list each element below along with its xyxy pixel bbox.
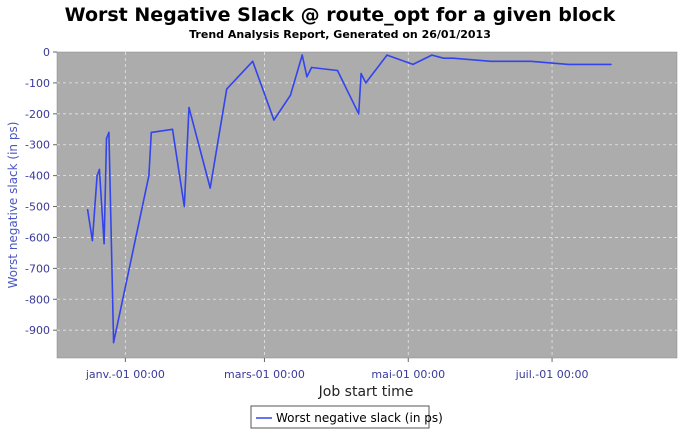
data-point: [452, 57, 454, 59]
x-tick-label: janv.-01 00:00: [85, 368, 165, 381]
data-point: [530, 60, 532, 63]
y-tick-label: -500: [25, 201, 50, 214]
data-point: [96, 174, 98, 177]
data-point: [442, 57, 445, 59]
data-point: [98, 168, 101, 171]
data-point: [431, 54, 433, 56]
data-point: [251, 60, 254, 63]
data-point: [108, 131, 110, 134]
chart-subtitle: Trend Analysis Report, Generated on 26/0…: [189, 28, 491, 41]
y-tick-label: -700: [25, 262, 50, 275]
data-point: [360, 72, 362, 75]
data-point: [150, 131, 153, 134]
data-point: [103, 242, 105, 245]
data-point: [91, 239, 94, 242]
data-point: [610, 63, 612, 66]
series-line: [86, 54, 611, 344]
y-axis-label: Worst negative slack (in ps): [6, 122, 20, 289]
y-tick-label: -900: [25, 324, 50, 337]
plot-area: [56, 51, 678, 359]
y-tick-label: -600: [25, 231, 50, 244]
data-point: [567, 63, 570, 66]
data-point: [289, 94, 292, 97]
data-point: [273, 119, 275, 121]
y-tick-label: -300: [25, 139, 50, 152]
y-tick-label: -800: [25, 293, 50, 306]
data-point: [225, 88, 228, 90]
data-point: [310, 66, 313, 69]
data-point: [336, 69, 339, 72]
data-point: [148, 174, 150, 177]
data-point: [489, 60, 492, 63]
data-point: [112, 341, 115, 344]
legend: Worst negative slack (in ps): [250, 405, 443, 429]
data-point: [171, 128, 174, 131]
data-point: [209, 187, 212, 189]
data-point: [306, 75, 308, 78]
y-axis: 0 -100 -200 -300 -400 -500 -600 -700 -800 -900: [25, 46, 57, 337]
data-point: [188, 106, 190, 109]
data-point: [301, 54, 303, 56]
data-point: [357, 113, 360, 115]
x-tick-label: mars-01 00:00: [224, 368, 305, 381]
x-axis-label: Job start time: [318, 384, 414, 400]
data-point: [183, 205, 186, 208]
x-tick-label: mai-01 00:00: [371, 368, 445, 381]
series-layer: [86, 54, 612, 344]
data-point: [386, 54, 388, 56]
x-axis: janv.-01 00:00 mars-01 00:00 mai-01 00:00 j…: [85, 358, 589, 381]
legend-item-label: Worst negative slack (in ps): [276, 411, 443, 425]
grid-layer: [57, 52, 677, 358]
data-point: [105, 137, 108, 140]
y-tick-label: -100: [25, 77, 50, 90]
y-tick-label: 0: [43, 46, 50, 59]
legend-box: [250, 405, 430, 429]
y-tick-label: -200: [25, 108, 50, 121]
x-tick-label: juil.-01 00:00: [515, 368, 589, 381]
chart-title: Worst Negative Slack @ route_opt for a g…: [64, 4, 616, 26]
data-point: [365, 82, 367, 84]
data-point: [412, 63, 414, 66]
y-tick-label: -400: [25, 170, 50, 183]
data-point: [86, 208, 89, 211]
